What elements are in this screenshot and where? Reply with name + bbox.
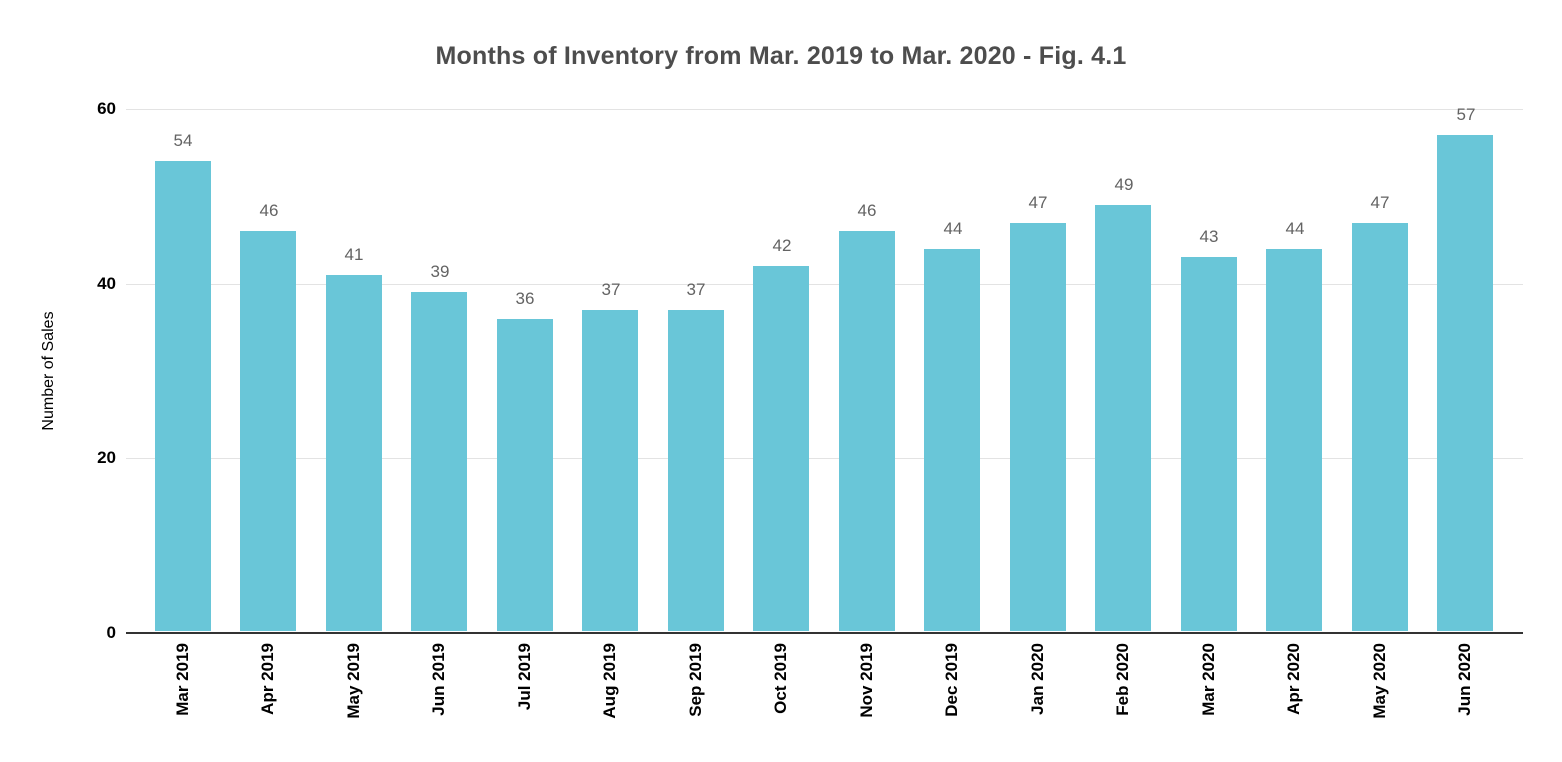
- x-tick-label: Mar 2020: [1199, 643, 1218, 716]
- bar-dec-2019[interactable]: [924, 249, 980, 631]
- bar-jan-2020[interactable]: [1010, 223, 1066, 631]
- x-axis-baseline: [126, 632, 1523, 634]
- bar-mar-2020[interactable]: [1181, 257, 1237, 631]
- bar-mar-2019[interactable]: [155, 161, 211, 631]
- x-tick-label: Jun 2020: [1455, 643, 1474, 716]
- bar-value-label: 49: [1114, 175, 1134, 194]
- x-tick-label: Jul 2019: [515, 643, 534, 711]
- gridline: [126, 458, 1523, 460]
- bar-jun-2020[interactable]: [1437, 135, 1493, 631]
- gridline: [126, 283, 1523, 285]
- bar-value-label: 46: [857, 201, 877, 220]
- chart-title: Months of Inventory from Mar. 2019 to Ma…: [435, 42, 1127, 70]
- bar-value-label: 39: [430, 262, 450, 281]
- bar-may-2020[interactable]: [1352, 223, 1408, 631]
- x-tick-label: Dec 2019: [942, 643, 961, 717]
- bar-value-label: 44: [1285, 219, 1305, 238]
- bar-value-label: 47: [1028, 193, 1048, 212]
- x-tick-label: Aug 2019: [600, 643, 619, 719]
- bar-value-label: 41: [344, 245, 364, 264]
- bar-value-label: 37: [601, 280, 621, 299]
- y-tick-label: 40: [97, 273, 116, 293]
- x-tick-label: Feb 2020: [1113, 643, 1132, 716]
- bar-sep-2019[interactable]: [668, 310, 724, 631]
- bar-may-2019[interactable]: [326, 275, 382, 631]
- bar-feb-2020[interactable]: [1095, 205, 1151, 631]
- bar-nov-2019[interactable]: [839, 231, 895, 631]
- bar-apr-2019[interactable]: [240, 231, 296, 631]
- x-tick-label: Oct 2019: [771, 643, 790, 714]
- x-tick-label: Nov 2019: [857, 643, 876, 718]
- bar-value-label: 47: [1370, 193, 1390, 212]
- bar-value-label: 46: [259, 201, 279, 220]
- x-tick-label: Mar 2019: [173, 643, 192, 716]
- gridline: [126, 109, 1523, 110]
- bar-value-label: 37: [686, 280, 706, 299]
- bar-aug-2019[interactable]: [582, 310, 638, 631]
- y-tick-label: 0: [106, 623, 116, 642]
- x-tick-label: Jun 2019: [429, 643, 448, 716]
- bar-apr-2020[interactable]: [1266, 249, 1322, 631]
- bar-value-label: 42: [772, 236, 792, 255]
- x-tick-label: Apr 2019: [258, 643, 277, 715]
- x-tick-label: Jan 2020: [1028, 643, 1047, 715]
- bar-value-label: 57: [1456, 105, 1476, 124]
- bar-jun-2019[interactable]: [411, 292, 467, 631]
- y-tick-label: 20: [97, 448, 116, 468]
- bar-value-label: 54: [173, 131, 193, 150]
- y-tick-label: 60: [97, 99, 116, 118]
- x-tick-label: Apr 2020: [1284, 643, 1303, 715]
- x-tick-label: May 2020: [1370, 643, 1389, 719]
- bar-jul-2019[interactable]: [497, 319, 553, 631]
- bar-value-label: 44: [943, 219, 963, 238]
- x-tick-label: Sep 2019: [686, 643, 705, 717]
- x-tick-label: May 2019: [344, 643, 363, 719]
- bar-value-label: 36: [515, 289, 535, 308]
- bar-oct-2019[interactable]: [753, 266, 809, 631]
- bar-value-label: 43: [1199, 227, 1219, 246]
